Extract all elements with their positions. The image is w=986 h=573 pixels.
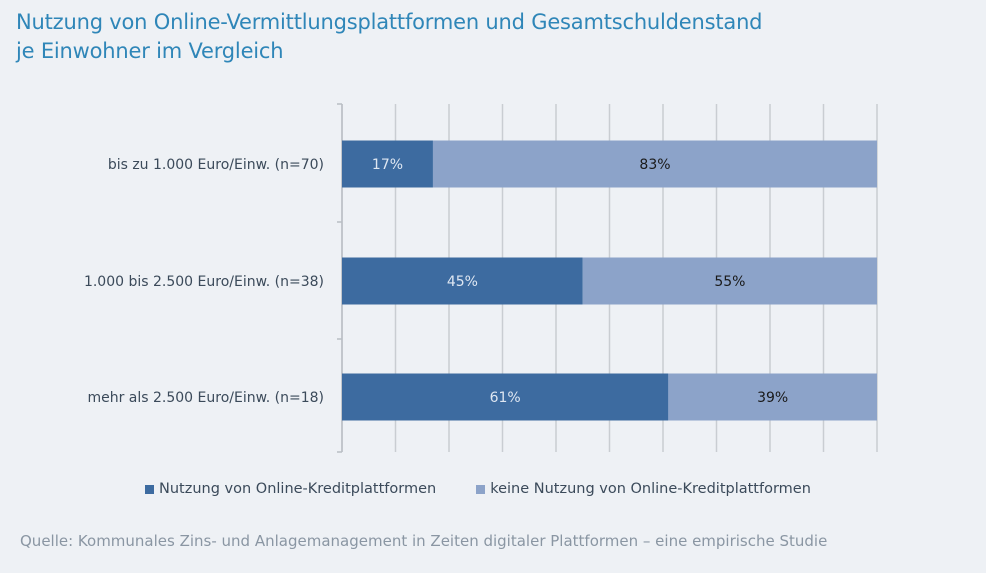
category-label: 1.000 bis 2.500 Euro/Einw. (n=38) <box>84 274 324 290</box>
legend-swatch-keine-nutzung <box>476 484 486 494</box>
bar-nutzung <box>342 140 433 188</box>
chart-title: Nutzung von Online-Vermittlungsplattform… <box>16 8 763 66</box>
legend-label-keine-nutzung: keine Nutzung von Online-Kreditplattform… <box>490 481 811 497</box>
chart-title-line-2: je Einwohner im Vergleich <box>16 39 284 63</box>
chart-legend: Nutzung von Online-Kreditplattformen kei… <box>145 481 851 497</box>
data-label: 61% <box>490 390 521 406</box>
source-note: Quelle: Kommunales Zins- und Anlagemanag… <box>20 532 828 550</box>
legend-item-keine-nutzung: keine Nutzung von Online-Kreditplattform… <box>476 481 811 497</box>
bar-nutzung <box>342 257 583 305</box>
chart-title-line-1: Nutzung von Online-Vermittlungsplattform… <box>16 10 763 34</box>
bar-keine-nutzung <box>432 140 877 188</box>
bar-nutzung <box>342 373 669 421</box>
chart-category-labels: bis zu 1.000 Euro/Einw. (n=70) 1.000 bis … <box>84 157 324 406</box>
data-label: 39% <box>757 390 788 406</box>
bar-keine-nutzung <box>582 257 877 305</box>
category-label: mehr als 2.500 Euro/Einw. (n=18) <box>87 390 324 406</box>
legend-label-nutzung: Nutzung von Online-Kreditplattformen <box>159 481 437 497</box>
category-label: bis zu 1.000 Euro/Einw. (n=70) <box>108 157 324 173</box>
bar-keine-nutzung <box>668 373 877 421</box>
legend-swatch-nutzung <box>145 484 154 494</box>
data-label: 17% <box>372 157 403 173</box>
data-label: 45% <box>447 274 478 290</box>
chart-axis <box>337 103 343 453</box>
data-label: 55% <box>714 274 745 290</box>
chart-bars: 17% 83% 45% 55% 61% 39% <box>342 140 877 421</box>
legend-item-nutzung: Nutzung von Online-Kreditplattformen <box>145 481 436 497</box>
data-label: 83% <box>639 157 670 173</box>
